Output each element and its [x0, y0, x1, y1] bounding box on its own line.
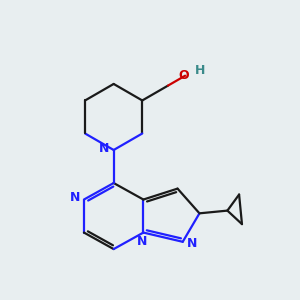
Text: N: N	[136, 235, 147, 248]
Text: O: O	[178, 69, 189, 82]
Text: N: N	[70, 191, 80, 204]
Text: H: H	[195, 64, 205, 77]
Text: N: N	[187, 237, 197, 250]
Text: N: N	[99, 142, 110, 155]
